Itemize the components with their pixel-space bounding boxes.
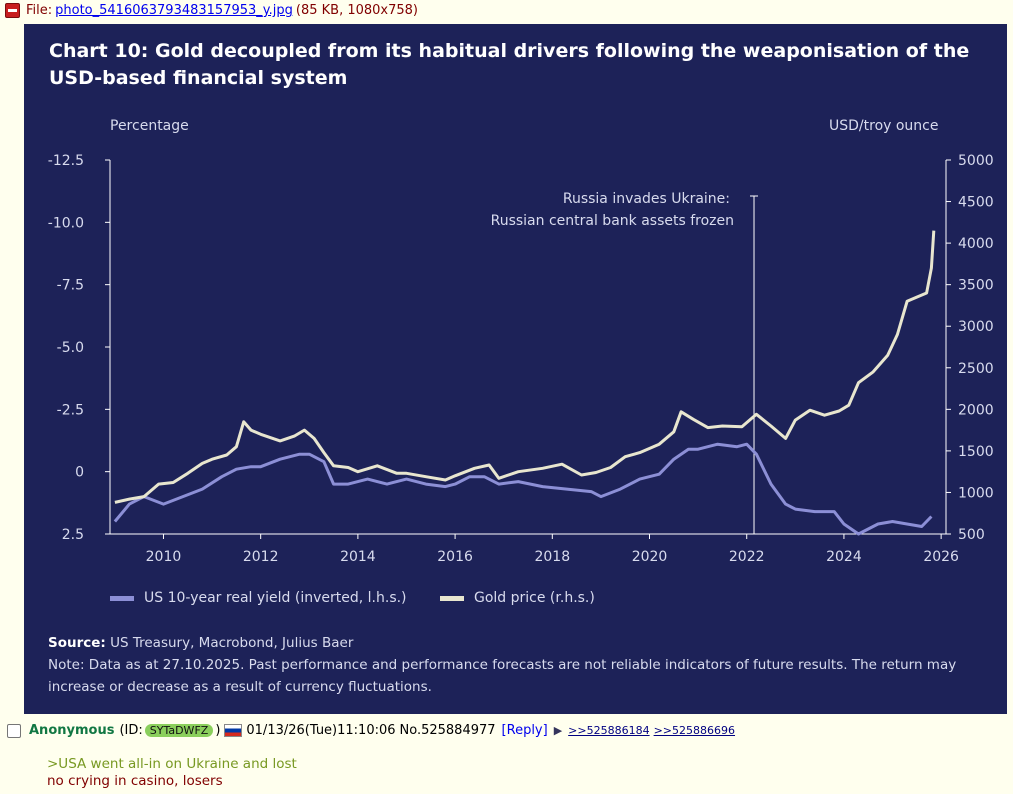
x-axis-tick-label: 2020 [632, 549, 668, 565]
x-axis-tick-label: 2012 [243, 549, 279, 565]
post-text: no crying in casino, losers [47, 773, 223, 789]
reply-link[interactable]: [Reply] [501, 723, 548, 738]
post-checkbox[interactable] [7, 723, 21, 738]
right-axis-tick-label: 1000 [958, 485, 994, 501]
legend-yield-swatch [110, 595, 134, 601]
right-axis-tick-label: 5000 [958, 153, 994, 169]
x-axis-tick-label: 2024 [826, 549, 862, 565]
right-axis-tick-label: 4500 [958, 195, 994, 211]
chart-title: Chart 10: Gold decoupled from its habitu… [49, 40, 970, 89]
right-axis-tick-label: 2500 [958, 361, 994, 377]
chart-source: Source: US Treasury, Macrobond, Julius B… [48, 632, 988, 698]
post-menu-icon[interactable]: ▶ [553, 724, 563, 737]
poster-id-badge[interactable]: SYTaDWFZ [144, 724, 214, 737]
x-axis-tick-label: 2026 [923, 549, 959, 565]
post-datetime: 01/13/26(Tue)11:10:06 [246, 723, 396, 738]
left-axis-tick-label: -10.0 [48, 215, 84, 231]
left-axis-tick-label: 0 [75, 465, 84, 481]
right-axis-tick-label: 500 [958, 527, 985, 543]
source-note: Note: Data as at 27.10.2025. Past perfor… [48, 657, 957, 695]
post-number[interactable]: No.525884977 [399, 723, 496, 738]
file-label: File: [26, 3, 53, 18]
file-link[interactable]: photo_5416063793483157953_y.jpg [55, 3, 293, 18]
legend-yield-label: US 10-year real yield (inverted, l.h.s.) [144, 590, 407, 606]
source-text: US Treasury, Macrobond, Julius Baer [105, 635, 354, 651]
legend-yield: US 10-year real yield (inverted, l.h.s.) [110, 590, 407, 606]
post-body: >USA went all-in on Ukraine and lost no … [47, 756, 297, 790]
chart-image[interactable]: Chart 10: Gold decoupled from its habitu… [24, 24, 1007, 714]
yield-series-line [113, 442, 933, 536]
right-axis-unit: USD/troy ounce [829, 118, 939, 134]
legend-gold: Gold price (r.h.s.) [440, 590, 595, 606]
right-axis-tick-label: 3500 [958, 278, 994, 294]
greentext-line: >USA went all-in on Ukraine and lost [47, 756, 297, 772]
annotation-text-line2: Russian central bank assets frozen [491, 213, 734, 229]
country-flag-icon [224, 724, 243, 737]
left-axis-tick-label: 2.5 [62, 527, 84, 543]
backlink[interactable]: >>525886184 [568, 724, 650, 737]
post-header: Anonymous (ID: SYTaDWFZ ) 01/13/26(Tue)1… [7, 723, 739, 738]
hide-image-icon[interactable] [5, 3, 20, 18]
annotation-text-line1: Russia invades Ukraine: [563, 191, 730, 207]
left-axis-tick-label: -5.0 [57, 340, 84, 356]
id-prefix: (ID: [119, 723, 143, 738]
left-axis-tick-label: -12.5 [48, 153, 84, 169]
post-author: Anonymous [29, 723, 115, 738]
right-axis-tick-label: 2000 [958, 402, 994, 418]
x-axis-tick-label: 2016 [437, 549, 473, 565]
x-axis-tick-label: 2014 [340, 549, 376, 565]
backlink[interactable]: >>525886696 [653, 724, 736, 737]
right-axis-tick-label: 4000 [958, 236, 994, 252]
legend-gold-label: Gold price (r.h.s.) [474, 590, 595, 606]
x-axis-tick-label: 2018 [534, 549, 570, 565]
gold-series-line [114, 230, 936, 504]
left-axis-unit: Percentage [110, 118, 189, 134]
right-axis-tick-label: 3000 [958, 319, 994, 335]
legend-gold-swatch [440, 595, 464, 601]
source-label: Source: [48, 635, 106, 651]
right-axis-tick-label: 1500 [958, 444, 994, 460]
file-meta: (85 KB, 1080x758) [295, 3, 418, 18]
left-axis-tick-label: -7.5 [57, 278, 84, 294]
id-suffix: ) [215, 723, 221, 738]
left-axis-tick-label: -2.5 [57, 402, 84, 418]
x-axis-tick-label: 2022 [729, 549, 765, 565]
chart-plot: -12.5 -10.0 -7.5 -5.0 -2.5 0 2.5 500 1000 1500 200… [48, 153, 994, 565]
x-axis-tick-label: 2010 [146, 549, 182, 565]
file-info-bar: File: photo_5416063793483157953_y.jpg (8… [5, 3, 418, 18]
